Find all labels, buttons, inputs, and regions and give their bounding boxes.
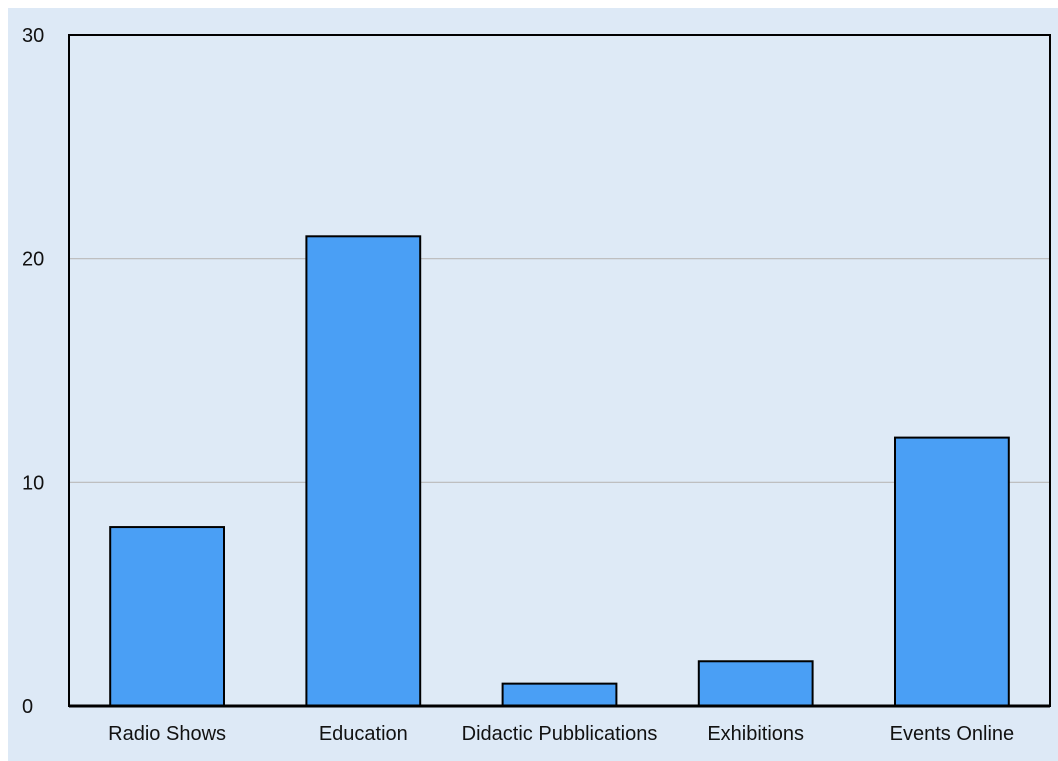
y-tick-label: 30 <box>22 25 44 47</box>
bar-exhibitions <box>697 660 814 707</box>
y-tick-label: 10 <box>22 472 44 494</box>
x-tick-label: Didactic Pubblications <box>462 723 658 745</box>
bar-didactic-pubblications <box>501 682 618 708</box>
y-tick-label: 0 <box>22 696 33 718</box>
bar-events-online <box>894 436 1010 707</box>
bar-chart: 0 10 20 30 Radio Shows Education Didactic Pubb… <box>22 25 1051 745</box>
x-tick-label: Radio Shows <box>108 723 226 745</box>
bar-radio-shows <box>109 526 225 707</box>
x-tick-label: Education <box>319 723 408 745</box>
bar-education <box>305 235 422 708</box>
plot-background <box>69 35 1050 706</box>
x-tick-label: Events Online <box>890 723 1015 745</box>
y-tick-label: 20 <box>22 249 44 271</box>
x-tick-label: Exhibitions <box>707 723 804 745</box>
chart-area: 0 10 20 30 Radio Shows Education Didactic Pubb… <box>8 8 1058 761</box>
